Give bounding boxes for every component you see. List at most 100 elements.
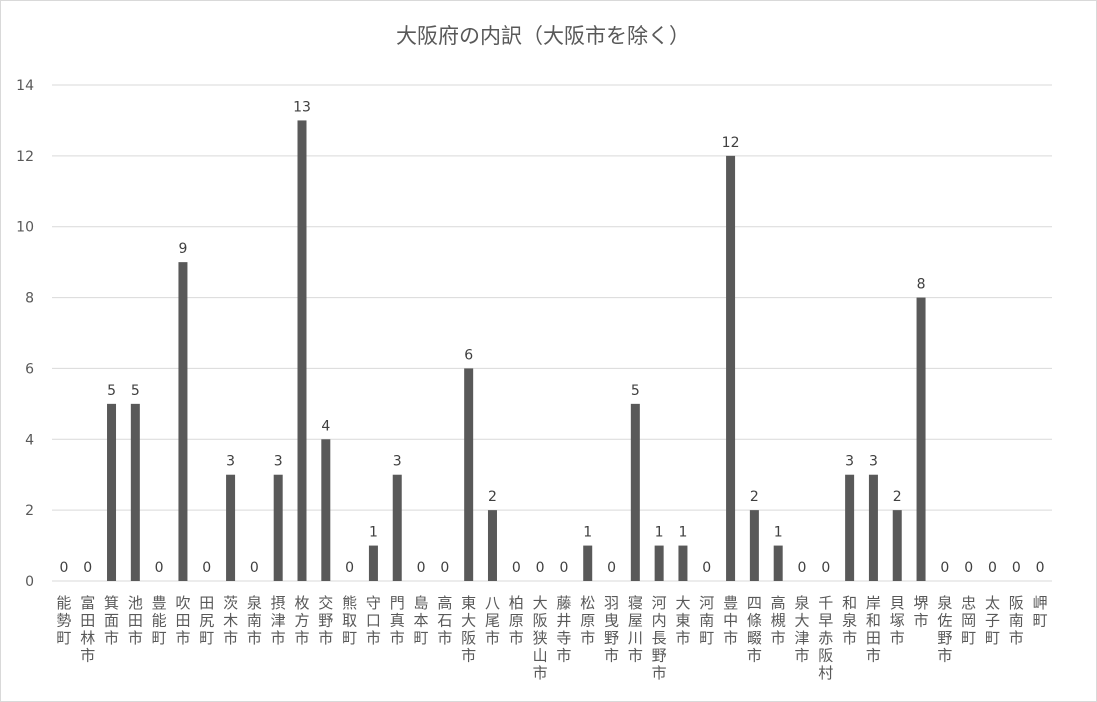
data-label: 1 [774, 525, 783, 541]
category-label: 泉南市 [247, 594, 262, 647]
bar [773, 545, 783, 581]
bar [273, 474, 283, 581]
data-label: 12 [722, 135, 740, 151]
category-label: 箕面市 [104, 594, 119, 647]
data-label: 0 [83, 560, 92, 576]
bars [107, 120, 926, 581]
bar [749, 510, 759, 581]
data-label: 5 [131, 383, 140, 399]
bar [892, 510, 902, 581]
data-label: 0 [607, 560, 616, 576]
category-label: 柏原市 [509, 594, 524, 647]
category-label: 大阪狭山市 [533, 594, 548, 682]
data-label: 13 [293, 99, 311, 115]
data-label: 1 [369, 525, 378, 541]
bar [107, 403, 117, 581]
data-label: 5 [107, 383, 116, 399]
category-label: 豊中市 [723, 594, 738, 647]
category-label: 泉佐野市 [937, 594, 952, 665]
y-tick-label: 4 [25, 432, 34, 448]
data-label: 3 [393, 454, 402, 470]
y-tick-label: 14 [16, 78, 34, 94]
category-label: 守口市 [366, 594, 381, 647]
category-label: 岸和田市 [866, 594, 881, 665]
data-label: 9 [178, 241, 187, 257]
data-label: 0 [512, 560, 521, 576]
category-label: 寝屋川市 [628, 594, 643, 665]
data-label: 1 [678, 525, 687, 541]
category-label: 池田市 [128, 594, 143, 647]
data-label: 0 [440, 560, 449, 576]
category-label: 吹田市 [175, 594, 190, 647]
data-label: 3 [274, 454, 283, 470]
data-label: 0 [798, 560, 807, 576]
category-label: 四條畷市 [747, 594, 762, 665]
category-label: 阪南市 [1009, 594, 1024, 647]
y-tick-label: 6 [25, 361, 34, 377]
data-label: 0 [59, 560, 68, 576]
y-tick-label: 8 [25, 291, 34, 307]
data-label: 0 [202, 560, 211, 576]
category-label: 忠岡町 [961, 594, 976, 647]
data-label: 0 [964, 560, 973, 576]
bar [630, 403, 640, 581]
category-label: 泉大津市 [794, 594, 809, 665]
x-axis-categories: 能勢町富田林市箕面市池田市豊能町吹田市田尻町茨木市泉南市摂津市枚方市交野市熊取町… [56, 594, 1047, 682]
category-label: 八尾市 [485, 594, 500, 647]
category-label: 貝塚市 [890, 594, 905, 647]
category-label: 太子町 [985, 594, 1000, 647]
category-label: 田尻町 [199, 594, 214, 647]
bar [678, 545, 688, 581]
bar [845, 474, 855, 581]
data-label: 0 [1036, 560, 1045, 576]
data-label: 1 [655, 525, 664, 541]
bar [868, 474, 878, 581]
bar [726, 155, 736, 581]
data-label: 0 [250, 560, 259, 576]
data-label: 2 [750, 489, 759, 505]
data-label: 0 [940, 560, 949, 576]
data-label: 2 [893, 489, 902, 505]
category-label: 堺市 [914, 594, 929, 630]
data-label: 0 [1012, 560, 1021, 576]
data-label: 3 [869, 454, 878, 470]
category-label: 交野市 [318, 594, 333, 647]
category-label: 千早赤阪村 [818, 594, 833, 682]
category-label: 能勢町 [56, 594, 71, 647]
bar [130, 403, 140, 581]
category-label: 東大阪市 [461, 594, 476, 665]
data-label: 0 [702, 560, 711, 576]
category-label: 枚方市 [294, 594, 309, 647]
data-label: 0 [417, 560, 426, 576]
y-tick-label: 10 [16, 220, 34, 236]
data-label: 1 [583, 525, 592, 541]
data-label: 0 [821, 560, 830, 576]
category-label: 富田林市 [80, 594, 95, 665]
category-label: 岬町 [1033, 594, 1048, 630]
data-label: 0 [155, 560, 164, 576]
category-label: 大東市 [675, 594, 690, 647]
data-label: 0 [345, 560, 354, 576]
category-label: 松原市 [580, 594, 595, 647]
data-label: 3 [226, 454, 235, 470]
data-label: 0 [559, 560, 568, 576]
bar [916, 297, 926, 581]
category-label: 羽曳野市 [604, 594, 619, 665]
bar [583, 545, 593, 581]
category-label: 河内長野市 [652, 594, 667, 682]
data-label: 4 [321, 418, 330, 434]
gridlines [52, 84, 1052, 582]
category-label: 門真市 [390, 594, 405, 647]
data-label: 6 [464, 347, 473, 363]
bar [464, 368, 474, 581]
category-label: 和泉市 [842, 594, 857, 647]
y-axis-ticks: 0 2 4 6 8 10 12 14 [16, 78, 34, 590]
bar [178, 262, 188, 581]
data-label: 2 [488, 489, 497, 505]
y-tick-label: 12 [16, 149, 34, 165]
bar [368, 545, 378, 581]
data-label: 0 [536, 560, 545, 576]
category-label: 摂津市 [271, 594, 286, 647]
